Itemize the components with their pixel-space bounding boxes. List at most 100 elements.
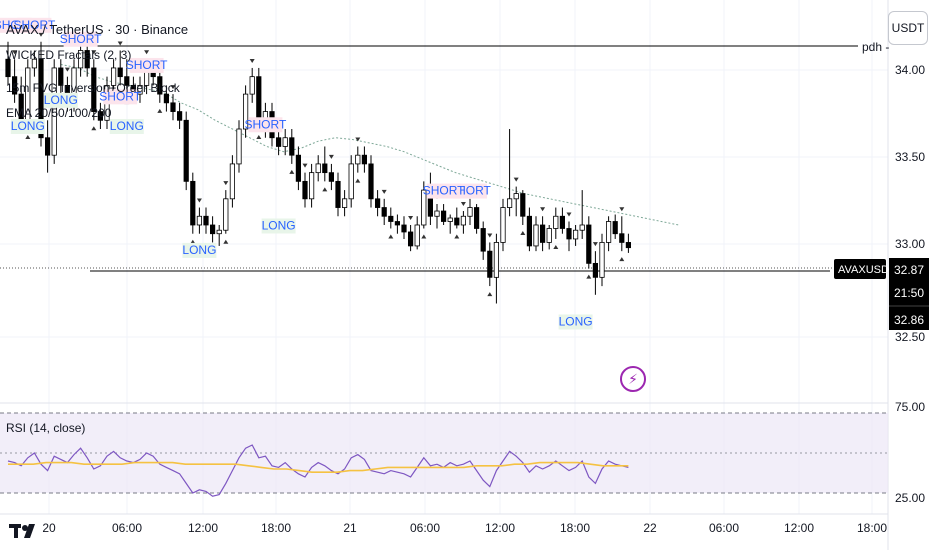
candle-up — [414, 224, 420, 247]
candle-up — [282, 137, 288, 147]
fractal-down-marker — [144, 50, 150, 55]
indicator-legend-ema[interactable]: EMA 20/50/100/200 — [6, 106, 112, 120]
candle-up — [315, 163, 321, 174]
candle-down — [176, 111, 183, 121]
candle-down — [480, 228, 486, 252]
short-signal-label: SHORT — [245, 117, 287, 131]
fractal-down-marker — [460, 202, 466, 207]
candle-down — [11, 76, 18, 95]
indicator-legend-fvg[interactable]: 15m FVG Inversion+Order Block — [6, 81, 180, 95]
long-signal-label-bg — [10, 119, 45, 135]
long-signal-label: LONG — [262, 218, 296, 232]
candle-up — [249, 76, 255, 95]
candle-down — [38, 58, 44, 139]
candle-down — [526, 215, 533, 247]
fractal-down-marker — [513, 177, 519, 182]
candle-down — [487, 250, 493, 278]
candle-up — [513, 193, 519, 200]
candle-up — [447, 217, 453, 222]
time-axis[interactable]: 20 06:00 12:00 18:00 21 06:00 12:00 18:0… — [42, 521, 887, 535]
currency-button[interactable]: USDT — [888, 11, 928, 45]
time-tick: 21 — [343, 521, 357, 535]
fractal-up-marker — [487, 292, 493, 297]
time-tick: 06:00 — [410, 521, 440, 535]
candle-down — [203, 215, 209, 226]
fractal-down-marker — [170, 85, 176, 90]
candle-down — [170, 102, 176, 112]
candle-up — [546, 228, 552, 243]
candle-down — [586, 224, 592, 264]
candle-down — [407, 231, 414, 247]
pdh-label: pdh - — [862, 40, 889, 54]
symbol-title[interactable]: AVAX / TetherUS · 30 · Binance — [6, 22, 189, 37]
candle-up — [553, 215, 559, 229]
candle-up — [137, 84, 143, 95]
candle-down — [401, 224, 407, 233]
candle-up — [31, 58, 38, 69]
rsi-band — [0, 413, 888, 493]
long-signal-label: LONG — [559, 314, 593, 328]
long-signal-label-bg — [109, 119, 144, 135]
short-signal-label-bg — [63, 31, 98, 47]
rsi-legend[interactable]: RSI (14, close) — [6, 421, 86, 435]
fractal-up-marker — [586, 274, 592, 279]
rsi-pane[interactable] — [0, 412, 888, 497]
short-signal-label: SHORT — [60, 32, 102, 46]
time-tick: 12:00 — [784, 521, 814, 535]
price-axis[interactable]: 34.00 33.50 33.00 32.50 75.00 25.00 — [895, 63, 925, 505]
countdown-text: 21:50 — [894, 286, 924, 300]
fractal-down-marker — [302, 163, 308, 168]
candle-down — [58, 67, 64, 86]
long-signal-label-bg — [182, 242, 217, 258]
fractal-down-marker — [91, 50, 97, 55]
lightning-bolt-icon[interactable]: ⚡ — [620, 366, 646, 392]
candle-up — [506, 198, 513, 208]
candle-up — [421, 189, 427, 226]
price-tick: 33.00 — [895, 237, 925, 251]
symbol-badge-text: AVAXUSDT — [838, 264, 896, 276]
fractal-down-marker — [12, 50, 18, 55]
fractal-up-marker — [355, 178, 361, 183]
candle-down — [559, 215, 566, 229]
rsi-ma-line — [8, 461, 629, 474]
candle-down — [5, 58, 11, 78]
candle-down — [335, 180, 341, 208]
candle-down — [97, 111, 103, 121]
candle-down — [368, 163, 374, 200]
time-tick: 06:00 — [709, 521, 739, 535]
fractal-down-marker — [223, 181, 229, 186]
fractal-down-marker — [566, 212, 572, 217]
tradingview-logo-icon[interactable] — [8, 520, 42, 542]
long-signal-label: LONG — [182, 243, 216, 257]
fractal-down-marker — [592, 242, 598, 247]
fractal-down-marker — [408, 215, 414, 220]
time-tick: 18:00 — [261, 521, 291, 535]
time-tick: 18:00 — [560, 521, 590, 535]
fractal-up-marker — [553, 244, 559, 249]
time-tick: 18:00 — [857, 521, 887, 535]
candle-down — [592, 262, 599, 278]
ema-line — [60, 64, 679, 226]
candle-down — [566, 228, 572, 240]
candle-down — [361, 154, 368, 165]
fractal-down-marker — [328, 154, 334, 159]
candle-down — [619, 233, 625, 243]
fractal-up-marker — [454, 234, 460, 239]
candle-down — [328, 172, 335, 182]
fractal-up-marker — [190, 239, 196, 244]
candle-down — [625, 242, 632, 249]
candle-down — [209, 224, 216, 235]
candle-down — [302, 180, 308, 200]
candle-up — [579, 224, 585, 231]
candle-down — [295, 154, 302, 182]
candle-up — [467, 207, 473, 217]
candle-down — [440, 210, 447, 222]
candle-down — [84, 50, 90, 69]
candle-up — [355, 154, 361, 165]
indicator-legend-fractals[interactable]: WICKED Fractals (2, 3) — [6, 48, 132, 62]
candle-down — [157, 76, 163, 95]
candle-up — [341, 198, 348, 208]
long-signal-label-bg — [558, 314, 593, 330]
candle-up — [242, 93, 249, 130]
